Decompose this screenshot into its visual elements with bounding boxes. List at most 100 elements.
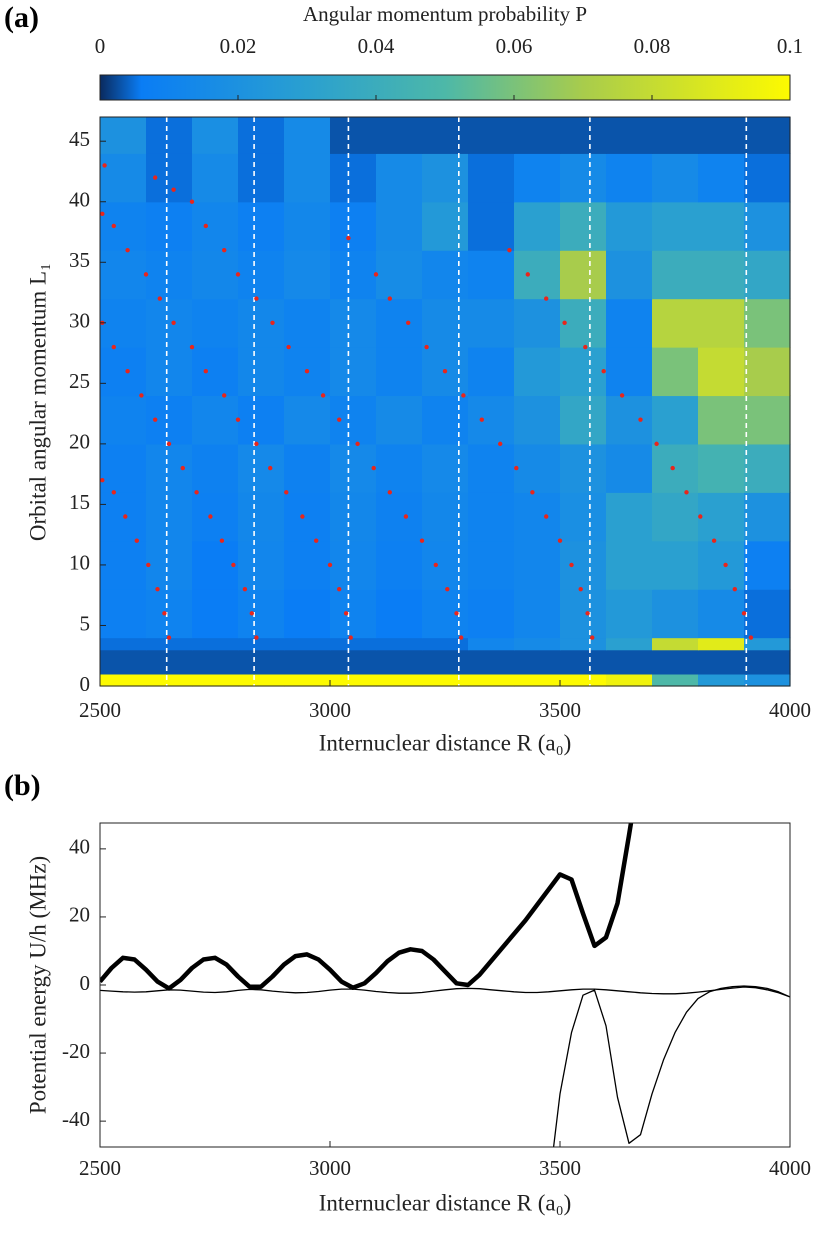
heatmap-cell — [652, 347, 699, 397]
x-tick-label: 2500 — [79, 698, 121, 722]
dot — [153, 417, 158, 422]
colorbar-label: Angular momentum probability P — [303, 2, 587, 26]
heatmap-cell — [468, 443, 515, 493]
heatmap-cell — [284, 443, 331, 493]
heatmap-cell — [514, 540, 561, 590]
dot — [180, 465, 185, 471]
heatmap-cell — [698, 673, 745, 687]
dot — [445, 586, 450, 592]
heatmap-cell — [238, 589, 285, 639]
dot — [348, 635, 353, 640]
heatmap-cell — [698, 540, 745, 590]
dot — [222, 247, 227, 253]
heatmap-cell — [376, 153, 423, 203]
heatmap-cell — [422, 673, 469, 687]
dot — [171, 320, 176, 326]
heatmap-cell — [744, 637, 791, 651]
heatmap-cell — [560, 250, 607, 300]
dot — [208, 514, 213, 519]
heatmap-cell — [422, 153, 469, 203]
heatmap-cell — [744, 649, 791, 675]
heatmap-cell — [284, 492, 331, 542]
heatmap-cell — [146, 649, 193, 675]
heatmap-cell — [330, 589, 377, 639]
heatmap-cell — [330, 637, 377, 651]
heatmap-cell — [376, 589, 423, 639]
heatmap-cell — [422, 201, 469, 251]
dot — [242, 586, 248, 592]
dot — [562, 320, 567, 326]
heatmap-cell — [560, 298, 607, 348]
y-tick-label: 15 — [69, 490, 90, 514]
dot — [601, 369, 606, 374]
heatmap-cell — [468, 153, 515, 203]
heatmap-cell — [606, 443, 653, 493]
heatmap-cell — [698, 637, 745, 651]
heatmap-cell — [330, 153, 377, 203]
heatmap-cell — [422, 117, 469, 154]
heatmap-cell — [100, 395, 147, 445]
dot — [111, 490, 117, 495]
heatmap-cell — [284, 250, 331, 300]
heatmap-cell — [284, 117, 331, 154]
heatmap-cell — [192, 540, 239, 590]
x-tick-label: 4000 — [769, 1156, 811, 1180]
dot — [235, 272, 241, 277]
dot — [346, 235, 351, 241]
heatmap-cell — [560, 673, 607, 687]
dot — [479, 417, 484, 422]
dot — [569, 562, 574, 568]
dot — [684, 490, 689, 495]
dot — [748, 635, 754, 640]
dot — [139, 393, 144, 398]
heatmap-cell — [284, 153, 331, 203]
dot — [711, 538, 717, 543]
dot — [585, 611, 590, 616]
heatmap-cell — [744, 347, 791, 397]
heatmap-cell — [652, 673, 699, 687]
heatmap-cell — [330, 201, 377, 251]
heatmap-cell — [192, 589, 239, 639]
heatmap-cell — [100, 117, 147, 154]
heatmap-cell — [468, 673, 515, 687]
panel-label: (b) — [4, 769, 41, 802]
dot — [300, 514, 305, 519]
heatmap-cell — [238, 492, 285, 542]
y-tick-label: -20 — [62, 1039, 90, 1063]
heatmap-cell — [606, 673, 653, 687]
y-tick-label: 25 — [69, 369, 90, 393]
y-tick-label: 30 — [69, 309, 90, 333]
heatmap-cell — [652, 153, 699, 203]
dot — [442, 369, 448, 374]
heatmap-cell — [514, 649, 561, 675]
heatmap-cell — [744, 201, 791, 251]
dot — [654, 441, 659, 447]
heatmap-cell — [698, 395, 745, 445]
dot — [387, 490, 392, 495]
dot — [638, 417, 643, 422]
heatmap-cell — [146, 492, 193, 542]
y-tick-label: 20 — [69, 903, 90, 927]
heatmap-cell — [238, 250, 285, 300]
heatmap-cell — [698, 347, 745, 397]
heatmap-cell — [100, 673, 147, 687]
heatmap-cell — [146, 673, 193, 687]
heatmap-cell — [100, 298, 147, 348]
heatmap-cell — [100, 201, 147, 251]
heatmap-cell — [468, 347, 515, 397]
heatmap-cell — [330, 649, 377, 675]
heatmap-cell — [606, 540, 653, 590]
dot — [373, 272, 379, 277]
heatmap-cell — [100, 347, 147, 397]
dot — [100, 211, 105, 217]
heatmap-cell — [468, 589, 515, 639]
dot — [111, 223, 117, 229]
heatmap-cell — [606, 117, 653, 154]
colorbar-tick-label: 0.02 — [220, 34, 257, 58]
heatmap-cell — [146, 298, 193, 348]
dot — [125, 247, 130, 253]
heatmap-cell — [606, 649, 653, 675]
heatmap-cell — [330, 443, 377, 493]
heatmap-cell — [192, 443, 239, 493]
heatmap-cell — [330, 540, 377, 590]
